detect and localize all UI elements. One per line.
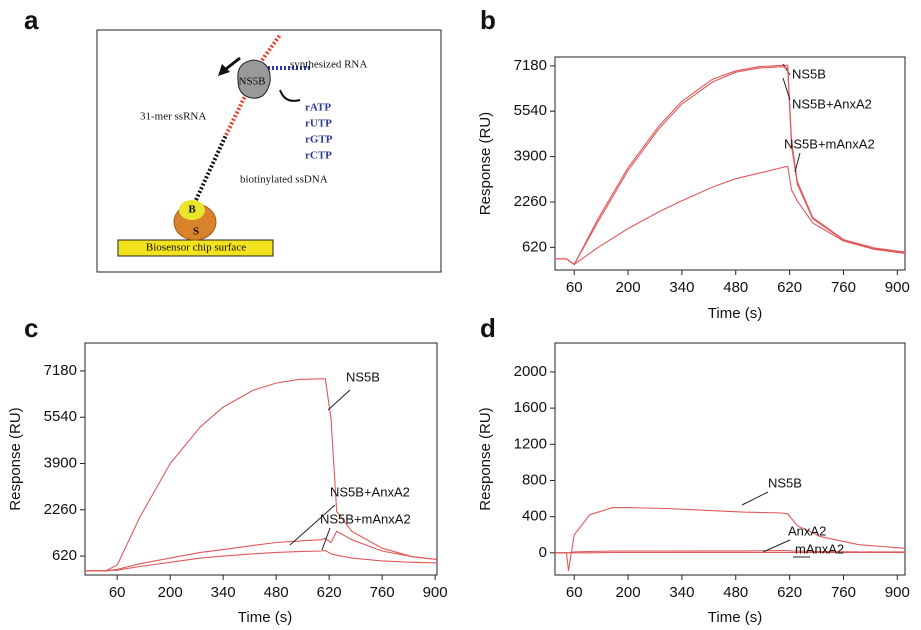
template-label: 31-mer ssRNA	[140, 111, 206, 123]
series-line	[85, 549, 438, 572]
y-tick-label: 2260	[514, 193, 547, 210]
series-label: NS5B+AnxA2	[792, 96, 872, 111]
x-tick-label: 760	[831, 584, 856, 601]
plot-frame	[554, 342, 906, 576]
plot-frame	[84, 342, 438, 576]
series-line	[85, 530, 438, 572]
x-axis-label: Time (s)	[238, 609, 292, 626]
biotin	[179, 200, 205, 220]
panel-a: a Biosensor chip surface B S NS5B synthe…	[24, 5, 442, 273]
series-line	[555, 165, 906, 266]
y-axis-label: Response (RU)	[477, 407, 494, 510]
arrow	[279, 89, 301, 102]
y-tick-label: 3900	[44, 454, 77, 471]
leader-line	[782, 63, 791, 76]
biotin-label: B	[188, 204, 196, 216]
y-tick-label: 7180	[44, 362, 77, 379]
x-tick-label: 60	[109, 584, 126, 601]
rna-strand	[224, 89, 250, 136]
x-tick-label: 480	[723, 279, 748, 296]
x-axis-label: Time (s)	[708, 609, 762, 626]
leader-line	[289, 504, 336, 546]
y-tick-label: 2000	[514, 363, 547, 380]
series-label: NS5B+AnxA2	[330, 484, 410, 499]
x-tick-label: 900	[885, 584, 910, 601]
series-line	[555, 64, 906, 266]
y-tick-label: 1200	[514, 435, 547, 452]
panel-label: c	[24, 313, 38, 343]
series-label: mAnxA2	[795, 541, 844, 556]
arrow-head	[218, 64, 230, 76]
y-tick-label: 800	[522, 471, 547, 488]
y-tick-label: 0	[539, 544, 547, 561]
streptavidin-label: S	[193, 226, 199, 238]
series-label: NS5B	[346, 369, 380, 384]
x-tick-label: 480	[264, 584, 289, 601]
x-tick-label: 200	[616, 279, 641, 296]
y-axis-label: Response (RU)	[7, 407, 24, 510]
x-tick-label: 620	[777, 584, 802, 601]
rna-strand	[253, 33, 282, 72]
dna-label: biotinylated ssDNA	[240, 174, 328, 186]
series-line	[555, 507, 906, 571]
panel-label: a	[24, 5, 39, 35]
x-axis-label: Time (s)	[708, 305, 762, 322]
y-tick-label: 2260	[44, 501, 77, 518]
x-tick-label: 200	[158, 584, 183, 601]
synth-label: synthesized RNA	[290, 59, 367, 71]
x-tick-label: 620	[317, 584, 342, 601]
leader-line	[794, 152, 801, 173]
nt-label: rGTP	[305, 134, 333, 146]
series-label: NS5B	[768, 475, 802, 490]
x-tick-label: 900	[885, 279, 910, 296]
x-tick-label: 60	[566, 279, 583, 296]
series-label: NS5B+mAnxA2	[320, 511, 411, 526]
chip-label: Biosensor chip surface	[146, 242, 246, 254]
y-tick-label: 5540	[44, 408, 77, 425]
series-line	[555, 550, 905, 554]
series-label: NS5B+mAnxA2	[784, 136, 875, 151]
y-tick-label: 400	[522, 508, 547, 525]
series-label: AnxA2	[788, 523, 826, 538]
x-tick-label: 60	[566, 584, 583, 601]
y-tick-label: 3900	[514, 148, 547, 165]
x-tick-label: 340	[211, 584, 236, 601]
leader-line	[762, 539, 791, 553]
x-tick-label: 760	[831, 279, 856, 296]
y-axis-label: Response (RU)	[477, 112, 494, 215]
nt-label: rCTP	[305, 150, 332, 162]
leader-line	[741, 491, 769, 506]
ns5b-label: NS5B	[239, 76, 266, 88]
panel-label: d	[480, 313, 496, 343]
x-tick-label: 340	[669, 279, 694, 296]
y-tick-label: 1600	[514, 399, 547, 416]
x-tick-label: 900	[423, 584, 448, 601]
series-line	[555, 66, 906, 266]
x-tick-label: 340	[669, 584, 694, 601]
leader-line	[782, 77, 791, 101]
y-tick-label: 620	[522, 238, 547, 255]
series-label: NS5B	[792, 66, 826, 81]
y-tick-label: 7180	[514, 57, 547, 74]
x-tick-label: 760	[370, 584, 395, 601]
y-tick-label: 5540	[514, 102, 547, 119]
ns5b	[237, 59, 271, 99]
leader-line	[321, 527, 331, 551]
panel-label: b	[480, 5, 496, 35]
leader-line	[327, 389, 351, 411]
diagram-frame	[96, 29, 442, 273]
x-tick-label: 200	[616, 584, 641, 601]
nt-label: rUTP	[305, 118, 332, 130]
x-tick-label: 480	[723, 584, 748, 601]
dna-strand	[194, 134, 228, 201]
y-tick-label: 620	[52, 547, 77, 564]
plot-frame	[554, 56, 906, 271]
nt-label: rATP	[305, 102, 331, 114]
x-tick-label: 620	[777, 279, 802, 296]
series-line	[85, 378, 438, 572]
